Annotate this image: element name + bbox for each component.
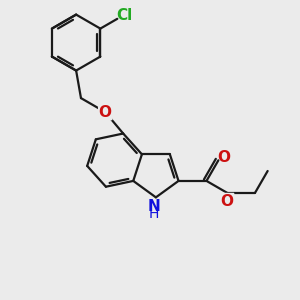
- Text: N: N: [147, 199, 160, 214]
- Text: O: O: [99, 105, 112, 120]
- Text: Cl: Cl: [116, 8, 133, 23]
- Text: O: O: [220, 194, 234, 208]
- Text: O: O: [217, 150, 230, 165]
- Text: H: H: [148, 207, 159, 221]
